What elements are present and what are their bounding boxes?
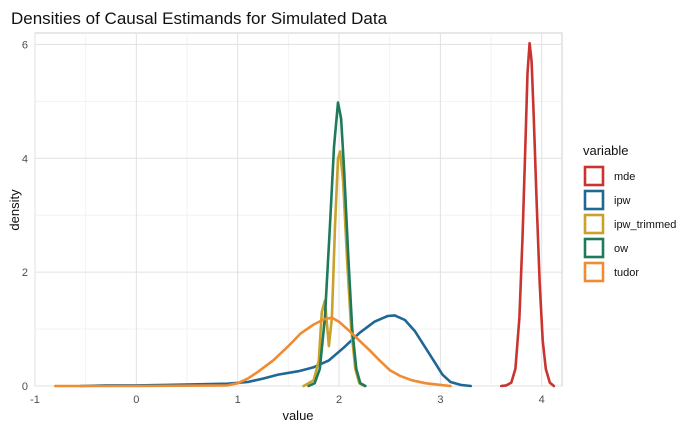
series-line-mde [499, 41, 556, 388]
x-axis-ticks: -1 0 1 2 3 4 [30, 394, 545, 406]
x-axis-title: value [282, 408, 313, 423]
legend-key-ow [583, 237, 605, 259]
x-tick-label: 2 [336, 394, 342, 406]
series-line-ow [307, 101, 367, 388]
legend-label-ow: ow [614, 243, 628, 255]
x-tick-label: 1 [235, 394, 241, 406]
x-tick-label: 4 [539, 394, 545, 406]
legend-label-mde: mde [614, 171, 635, 183]
legend-key-ipw_trimmed [583, 213, 605, 235]
plot-panel [34, 32, 563, 387]
series-layer [53, 41, 556, 388]
legend-key-tudor [583, 261, 605, 283]
y-tick-label: 2 [22, 267, 28, 279]
y-tick-label: 0 [22, 381, 28, 393]
legend-key-mde [583, 165, 605, 187]
x-tick-label: 3 [437, 394, 443, 406]
legend-label-ipw: ipw [614, 195, 631, 207]
legend-label-tudor: tudor [614, 267, 639, 279]
x-tick-label: -1 [30, 394, 40, 406]
legend-key-ipw [583, 189, 605, 211]
chart-title: Densities of Causal Estimands for Simula… [11, 9, 388, 28]
series-line-tudor [53, 316, 452, 388]
legend-title: variable [583, 143, 629, 158]
x-tick-label: 0 [133, 394, 139, 406]
y-axis-title: density [7, 189, 22, 231]
y-tick-label: 4 [22, 153, 28, 165]
legend-label-ipw_trimmed: ipw_trimmed [614, 219, 676, 231]
y-tick-label: 6 [22, 39, 28, 51]
y-axis-ticks: 0 2 4 6 [22, 39, 28, 393]
